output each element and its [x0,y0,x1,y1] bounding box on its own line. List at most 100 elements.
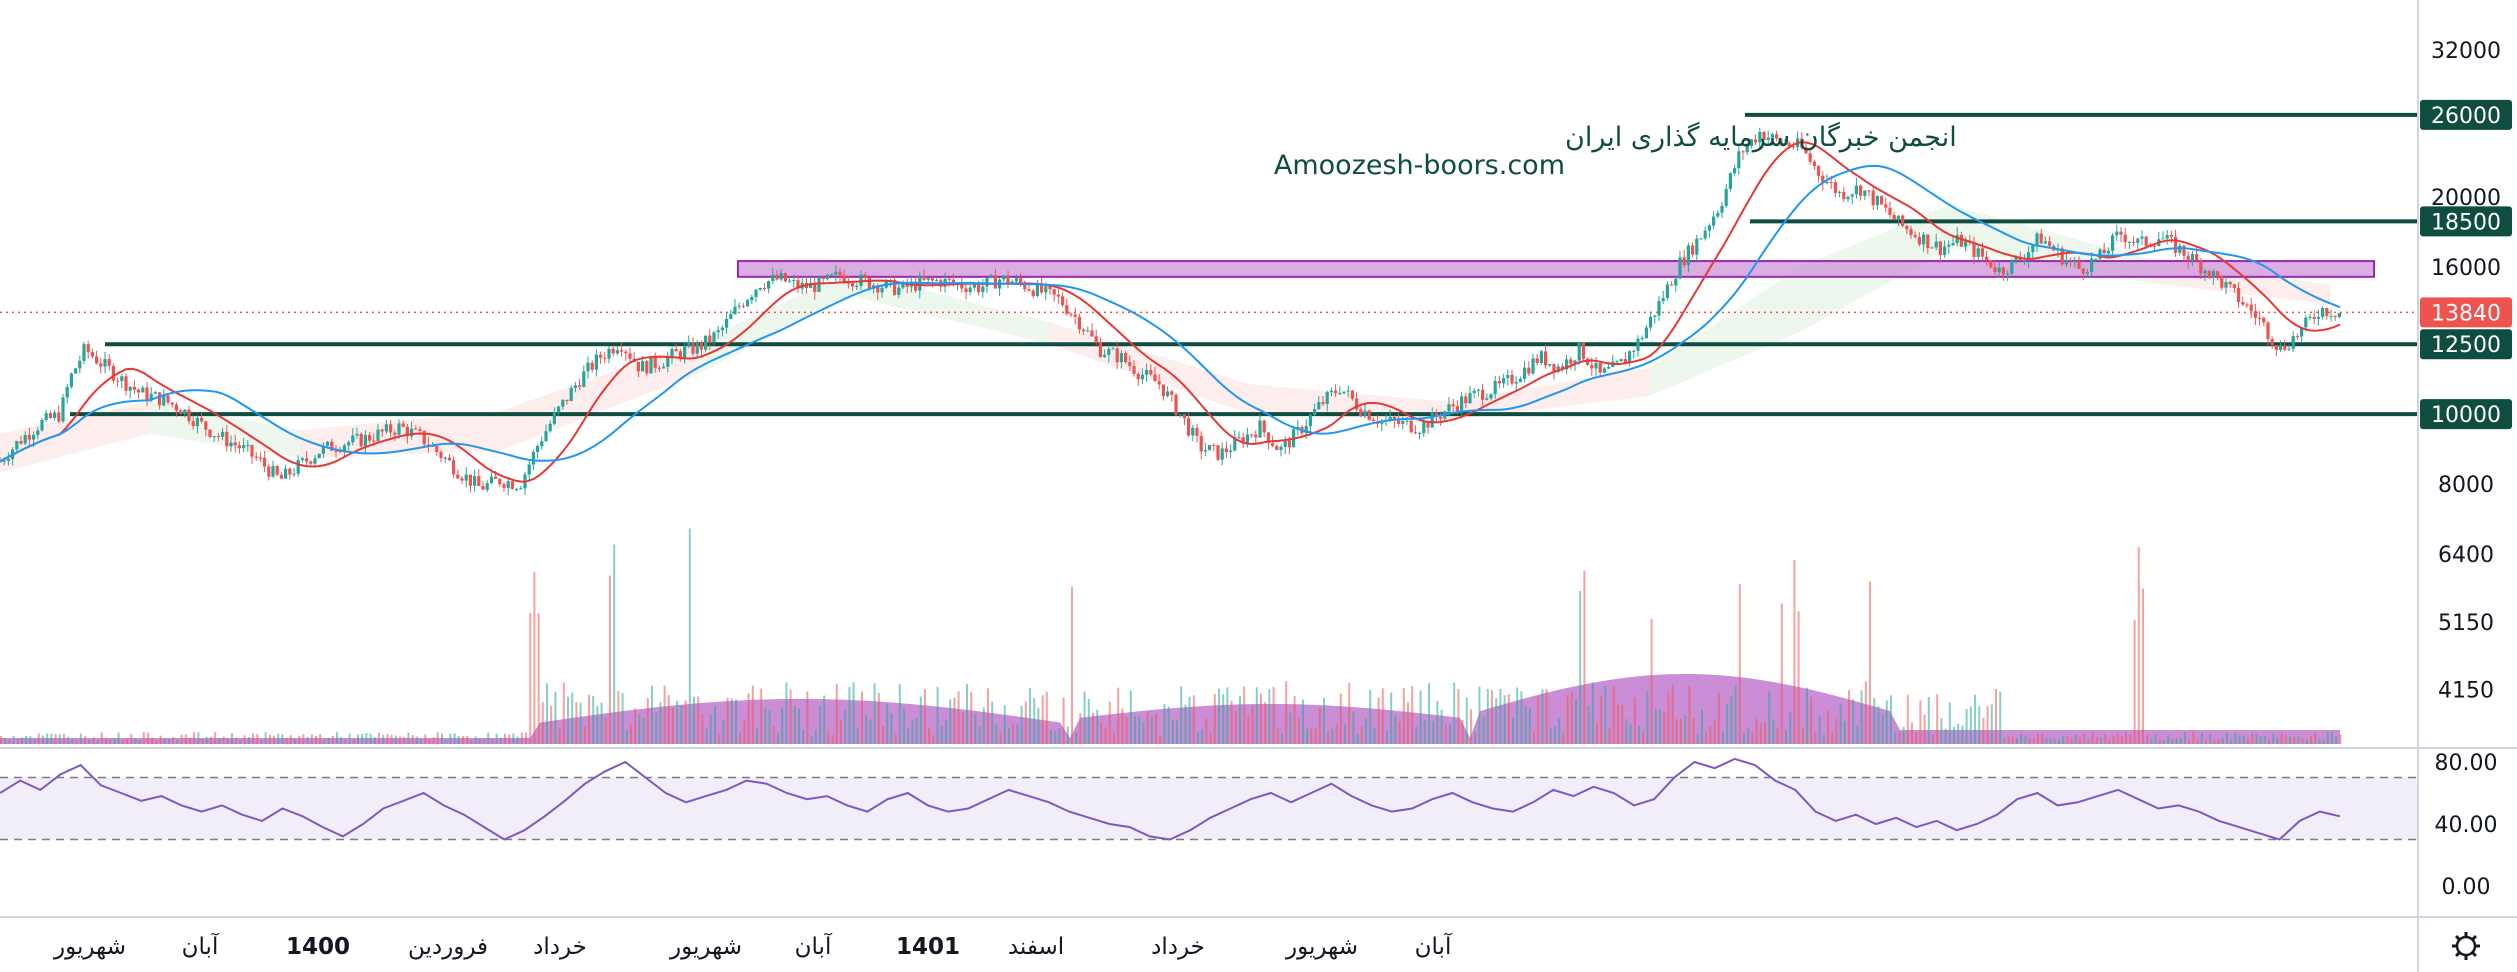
candle-body [19,441,23,444]
candle-body [435,445,439,452]
volume-bar [487,732,490,744]
volume-bar [218,737,221,744]
volume-bar [415,736,418,744]
candle-body [1325,392,1329,405]
volume-bar [1957,723,1960,744]
volume-bar [75,739,78,744]
candle-body [2102,249,2106,254]
volume-bar [756,728,758,744]
candle-body [1174,394,1178,415]
candle-body [1275,445,1279,451]
volume-bar [520,732,523,744]
candle-body [1178,414,1182,416]
volume-bar [1159,735,1162,744]
candle-body [250,445,254,457]
candle-body [531,451,535,465]
time-axis[interactable]: شهریور آبان 1400 فروردین خرداد شهریور آبان 1401… [53,932,1453,960]
volume-bar [1999,691,2002,744]
volume-bar [562,682,565,744]
volume-bar [1780,603,1783,744]
candle-body [1447,404,1451,412]
candle-body [1586,358,1590,365]
volume-bar [1507,694,1510,744]
candle-body [1560,366,1564,370]
volume-bar [1075,731,1078,744]
candle-body [162,395,166,406]
candle-body [607,348,611,359]
rsi-tick-label: 40.00 [2435,813,2498,838]
candle-body [431,445,435,447]
volume-bar [1163,704,1166,744]
candle-body [1703,230,1707,239]
volume-bar [378,732,380,744]
candle-body [1510,374,1514,384]
current-price-label: 13840 [2431,301,2501,326]
volume-bar [865,714,868,744]
candle-body [1980,248,1984,257]
cloud-segment [700,270,850,374]
volume-bar [2146,734,2149,744]
candle-body [561,399,565,407]
volume-bar [579,702,582,744]
volume-bar [117,732,120,744]
candle-body [1577,342,1581,361]
volume-bar [289,735,292,744]
volume-bar [823,695,826,744]
candle-body [2186,255,2190,261]
volume-bar [2154,733,2157,744]
candle-body [1132,366,1136,374]
volume-bar [1831,731,1834,744]
candle-body [2329,315,2333,317]
volume-bar [1873,697,1876,744]
volume-bar [676,700,679,744]
volume-bar [1768,691,1771,744]
volume-bar [2221,738,2224,744]
candle-body [691,342,695,354]
volume-bar [1537,695,1540,744]
volume-bar [583,726,586,744]
candle-body [1552,363,1556,372]
volume-bar [1621,704,1624,744]
volume-bar [2011,737,2014,744]
candle-body [754,289,758,297]
candle-body [1628,351,1632,363]
candle-body [477,476,481,486]
price-tick-label: 5150 [2438,611,2494,636]
rsi-tick-label: 0.00 [2442,875,2491,900]
candle-body [1976,248,1980,257]
volume-bar [1050,729,1052,744]
candle-body [678,351,682,358]
volume-bar [1852,699,1855,744]
candle-body [1758,132,1762,143]
candle-body [1674,278,1678,286]
volume-bar [1146,711,1149,744]
volume-bar [1428,683,1430,744]
candle-body [1199,435,1203,452]
rsi-line [0,757,2341,841]
price-tick-label: 8000 [2438,473,2494,498]
candle-body [305,458,309,462]
candle-body [1476,389,1480,391]
gear-icon[interactable] [2452,932,2480,960]
volume-bar [1041,695,1044,744]
volume-bar [1969,706,1972,744]
volume-bar [121,739,124,744]
candle-body [2333,315,2337,317]
level-lines [70,112,2418,417]
volume-bar [2041,733,2044,744]
volume-bar [1822,734,1825,744]
candle-body [951,279,955,284]
volume-bar [1881,714,1884,744]
candle-body [851,283,855,287]
volume-bar [1932,734,1934,744]
volume-bar [2242,735,2245,744]
candle-body [1111,348,1115,350]
candle-body [1149,370,1153,375]
volume-bar [1638,725,1640,744]
volume-bar [2297,736,2300,744]
time-axis-label: شهریور [53,934,126,960]
volume-bar [1684,715,1687,744]
candle-body [1128,362,1132,367]
